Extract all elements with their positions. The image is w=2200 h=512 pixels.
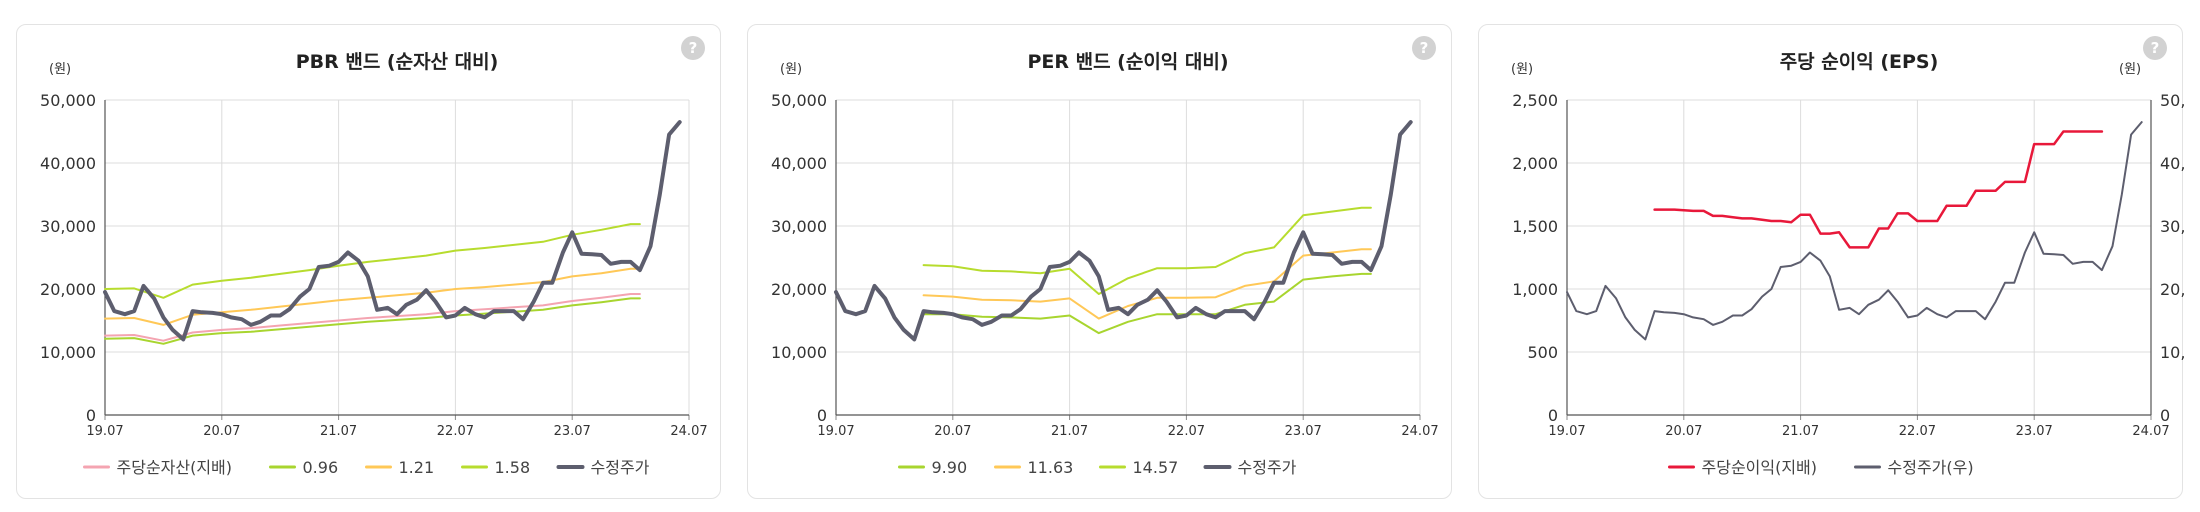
- y-tick-label: 30,000: [40, 217, 96, 236]
- eps-card: 주당 순이익 (EPS) (원) (원) 0 500 1,000 1,500 2,000 2,5…: [1478, 24, 2184, 499]
- y-tick-label: 0: [1548, 406, 1558, 425]
- y2-tick-label: 0: [2160, 406, 2170, 425]
- x-tick-label: 20.07: [1665, 424, 1702, 439]
- x-tick-label: 21.07: [1051, 424, 1088, 439]
- pbr-band-card: PBR 밴드 (순자산 대비) (원) 0 10,000 20,000 30,000 40,…: [16, 24, 721, 499]
- per-band-chart: PER 밴드 (순이익 대비) (원) 0 10,000 20,000 30,000 40,…: [771, 51, 1439, 477]
- chart-title: PBR 밴드 (순자산 대비): [296, 51, 499, 73]
- y-axis-unit: (원): [1511, 62, 1533, 77]
- x-tick-label: 23.07: [2016, 424, 2053, 439]
- x-tick-label: 19.07: [1548, 424, 1585, 439]
- help-icon[interactable]: ?: [2143, 36, 2167, 60]
- pbr-band-chart: PBR 밴드 (순자산 대비) (원) 0 10,000 20,000 30,000 40,…: [40, 51, 708, 477]
- series-line-1: [104, 297, 641, 345]
- series-line-0: [1653, 130, 2104, 249]
- series-line-0: [104, 293, 641, 342]
- series-line-2: [104, 267, 641, 326]
- y2-tick-label: 40,000: [2160, 154, 2184, 173]
- y-tick-label: 10,000: [40, 343, 96, 362]
- y-tick-label: 10,000: [771, 343, 827, 362]
- per-band-card: PER 밴드 (순이익 대비) (원) 0 10,000 20,000 30,000 40,…: [747, 24, 1452, 499]
- help-icon[interactable]: ?: [1412, 36, 1436, 60]
- chart-title: 주당 순이익 (EPS): [1780, 51, 1939, 73]
- y-tick-label: 2,000: [1512, 154, 1558, 173]
- y-tick-label: 50,000: [40, 91, 96, 110]
- legend-label: 11.63: [1028, 458, 1074, 477]
- y-tick-label: 2,500: [1512, 91, 1558, 110]
- legend-label: 주당순자산(지배): [117, 458, 233, 477]
- x-tick-label: 21.07: [320, 424, 357, 439]
- legend-label: 14.57: [1133, 458, 1179, 477]
- legend-label: 수정주가: [1238, 458, 1297, 477]
- series-line-3: [104, 223, 641, 299]
- y-tick-label: 0: [817, 406, 827, 425]
- y2-tick-label: 30,000: [2160, 217, 2184, 236]
- y-tick-label: 20,000: [771, 280, 827, 299]
- x-tick-label: 22.07: [1899, 424, 1936, 439]
- y-tick-label: 40,000: [40, 154, 96, 173]
- series-line-3: [834, 120, 1413, 342]
- x-tick-label: 19.07: [817, 424, 854, 439]
- y2-tick-label: 50,000: [2160, 91, 2184, 110]
- x-tick-label: 22.07: [437, 424, 474, 439]
- y-tick-label: 30,000: [771, 217, 827, 236]
- y-axis-unit: (원): [780, 62, 802, 77]
- x-tick-label: 23.07: [554, 424, 591, 439]
- legend-label: 1.58: [495, 458, 531, 477]
- chart-title: PER 밴드 (순이익 대비): [1027, 51, 1228, 73]
- x-tick-label: 20.07: [934, 424, 971, 439]
- x-tick-label: 19.07: [86, 424, 123, 439]
- y-tick-label: 1,500: [1512, 217, 1558, 236]
- y-tick-label: 50,000: [771, 91, 827, 110]
- series-line-2: [922, 206, 1372, 295]
- legend-label: 수정주가(우): [1888, 458, 1974, 477]
- x-tick-label: 20.07: [203, 424, 240, 439]
- x-tick-label: 22.07: [1168, 424, 1205, 439]
- x-tick-label: 23.07: [1285, 424, 1322, 439]
- y2-tick-label: 10,000: [2160, 343, 2184, 362]
- y-axis-unit: (원): [49, 62, 71, 77]
- legend-label: 0.96: [303, 458, 339, 477]
- series-line-1: [1566, 121, 2143, 341]
- series-line-0: [922, 272, 1372, 335]
- x-tick-label: 21.07: [1782, 424, 1819, 439]
- help-icon[interactable]: ?: [681, 36, 705, 60]
- y-tick-label: 40,000: [771, 154, 827, 173]
- y-tick-label: 20,000: [40, 280, 96, 299]
- y-tick-label: 1,000: [1512, 280, 1558, 299]
- y2-axis-unit: (원): [2119, 62, 2141, 77]
- y-tick-label: 0: [86, 406, 96, 425]
- eps-chart: 주당 순이익 (EPS) (원) (원) 0 500 1,000 1,500 2,000 2,5…: [1511, 51, 2184, 477]
- x-tick-label: 24.07: [670, 424, 707, 439]
- legend-label: 9.90: [932, 458, 968, 477]
- y-tick-label: 500: [1527, 343, 1558, 362]
- x-tick-label: 24.07: [2132, 424, 2169, 439]
- x-tick-label: 24.07: [1401, 424, 1438, 439]
- series-line-4: [103, 120, 682, 342]
- series-line-1: [922, 248, 1372, 320]
- y2-tick-label: 20,000: [2160, 280, 2184, 299]
- legend-label: 1.21: [399, 458, 435, 477]
- legend-label: 수정주가: [591, 458, 650, 477]
- legend-label: 주당순이익(지배): [1702, 458, 1818, 477]
